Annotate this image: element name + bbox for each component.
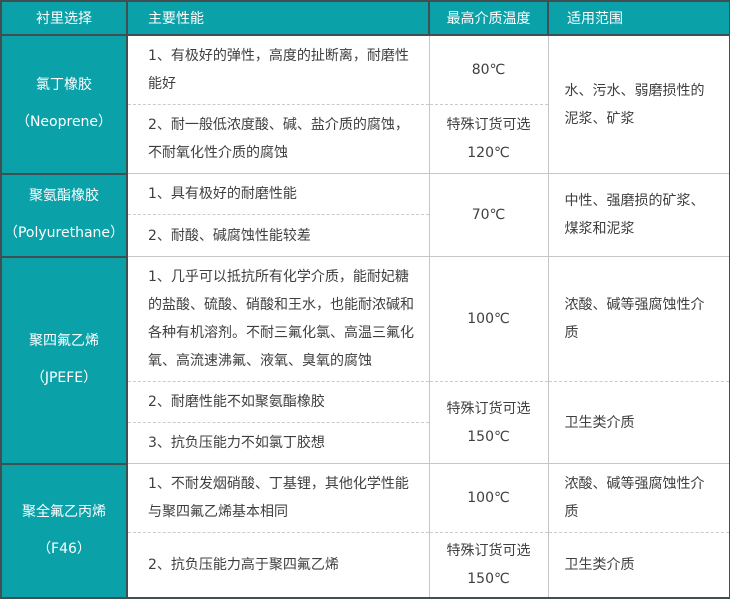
table-row: 聚四氟乙烯 （JPEFE） 1、几乎可以抵抗所有化学介质，能耐妃糖的盐酸、硫酸、…: [0, 255, 730, 465]
material-cell-f46: 聚全氟乙丙烯 （F46）: [0, 462, 128, 599]
temperature-cell: 特殊订货可选 150℃: [428, 532, 548, 598]
temperature-cell: 特殊订货可选 120℃: [428, 104, 548, 174]
application-cell: 卫生类介质: [547, 381, 730, 464]
material-name: 聚四氟乙烯: [29, 333, 99, 349]
table-row: 2、耐酸、碱腐蚀性能较差: [1, 214, 730, 257]
application-cell: 中性、强磨损的矿浆、煤浆和泥浆: [547, 173, 730, 257]
property-cell: 3、抗负压能力不如氯丁胶想: [126, 422, 429, 464]
property-cell: 2、耐一般低浓度酸、碱、盐介质的腐蚀，不耐氧化性介质的腐蚀: [126, 104, 429, 174]
property-cell: 2、耐酸、碱腐蚀性能较差: [126, 214, 429, 257]
material-cell-polyurethane: 聚氨酯橡胶 （Polyurethane）: [0, 172, 128, 258]
table-row: 聚氨酯橡胶 （Polyurethane） 1、具有极好的耐磨性能 70℃ 中性、…: [0, 172, 730, 258]
table-row: 3、抗负压能力不如氯丁胶想: [1, 422, 730, 464]
application-cell: 水、污水、弱磨损性的泥浆、矿浆: [547, 35, 730, 174]
material-cell-neoprene: 氯丁橡胶 （Neoprene）: [0, 34, 128, 175]
material-alias: （F46）: [37, 540, 91, 557]
property-cell: 1、几乎可以抵抗所有化学介质，能耐妃糖的盐酸、硫酸、硝酸和王水，也能耐浓碱和各种…: [126, 256, 429, 382]
material-name: 聚氨酯橡胶: [29, 188, 99, 204]
material-alias: （Polyurethane）: [3, 225, 125, 241]
temperature-cell: 80℃: [428, 35, 548, 105]
property-cell: 1、有极好的弹性，高度的扯断离，耐磨性能好: [126, 35, 429, 105]
table-row: 氯丁橡胶 （Neoprene） 1、有极好的弹性，高度的扯断离，耐磨性能好 80…: [0, 34, 730, 175]
application-cell: 卫生类介质: [547, 532, 730, 598]
material-alias: （Neoprene）: [15, 114, 113, 131]
property-cell: 1、具有极好的耐磨性能: [126, 173, 429, 215]
header-main-properties: 主要性能: [126, 0, 430, 36]
property-cell: 2、抗负压能力高于聚四氟乙烯: [126, 532, 429, 598]
table-row: 聚全氟乙丙烯 （F46） 1、不耐发烟硝酸、丁基锂，其他化学性能与聚四氟乙烯基本…: [0, 462, 730, 599]
application-cell: 浓酸、碱等强腐蚀性介质: [547, 256, 730, 382]
temperature-cell: 100℃: [428, 256, 548, 382]
table-row: 2、耐一般低浓度酸、碱、盐介质的腐蚀，不耐氧化性介质的腐蚀 特殊订货可选 120…: [1, 104, 730, 174]
header-application-range: 适用范围: [547, 0, 730, 36]
header-max-medium-temperature: 最高介质温度: [428, 0, 549, 36]
material-alias: （JPEFE）: [30, 370, 98, 386]
material-cell-jpefe: 聚四氟乙烯 （JPEFE）: [0, 255, 128, 465]
temperature-cell: 70℃: [428, 173, 548, 257]
property-cell: 1、不耐发烟硝酸、丁基锂，其他化学性能与聚四氟乙烯基本相同: [126, 463, 429, 533]
table-row: 2、耐磨性能不如聚氨酯橡胶 特殊订货可选 150℃ 卫生类介质: [1, 381, 730, 464]
temperature-cell: 特殊订货可选 150℃: [428, 381, 548, 464]
temperature-cell: 100℃: [428, 463, 548, 533]
material-name: 聚全氟乙丙烯: [22, 503, 106, 520]
header-row: 衬里选择 主要性能 最高介质温度 适用范围: [0, 0, 730, 36]
header-lining-selection: 衬里选择: [0, 0, 128, 36]
application-cell: 浓酸、碱等强腐蚀性介质: [547, 463, 730, 533]
property-cell: 2、耐磨性能不如聚氨酯橡胶: [126, 381, 429, 423]
material-name: 氯丁橡胶: [36, 77, 92, 94]
